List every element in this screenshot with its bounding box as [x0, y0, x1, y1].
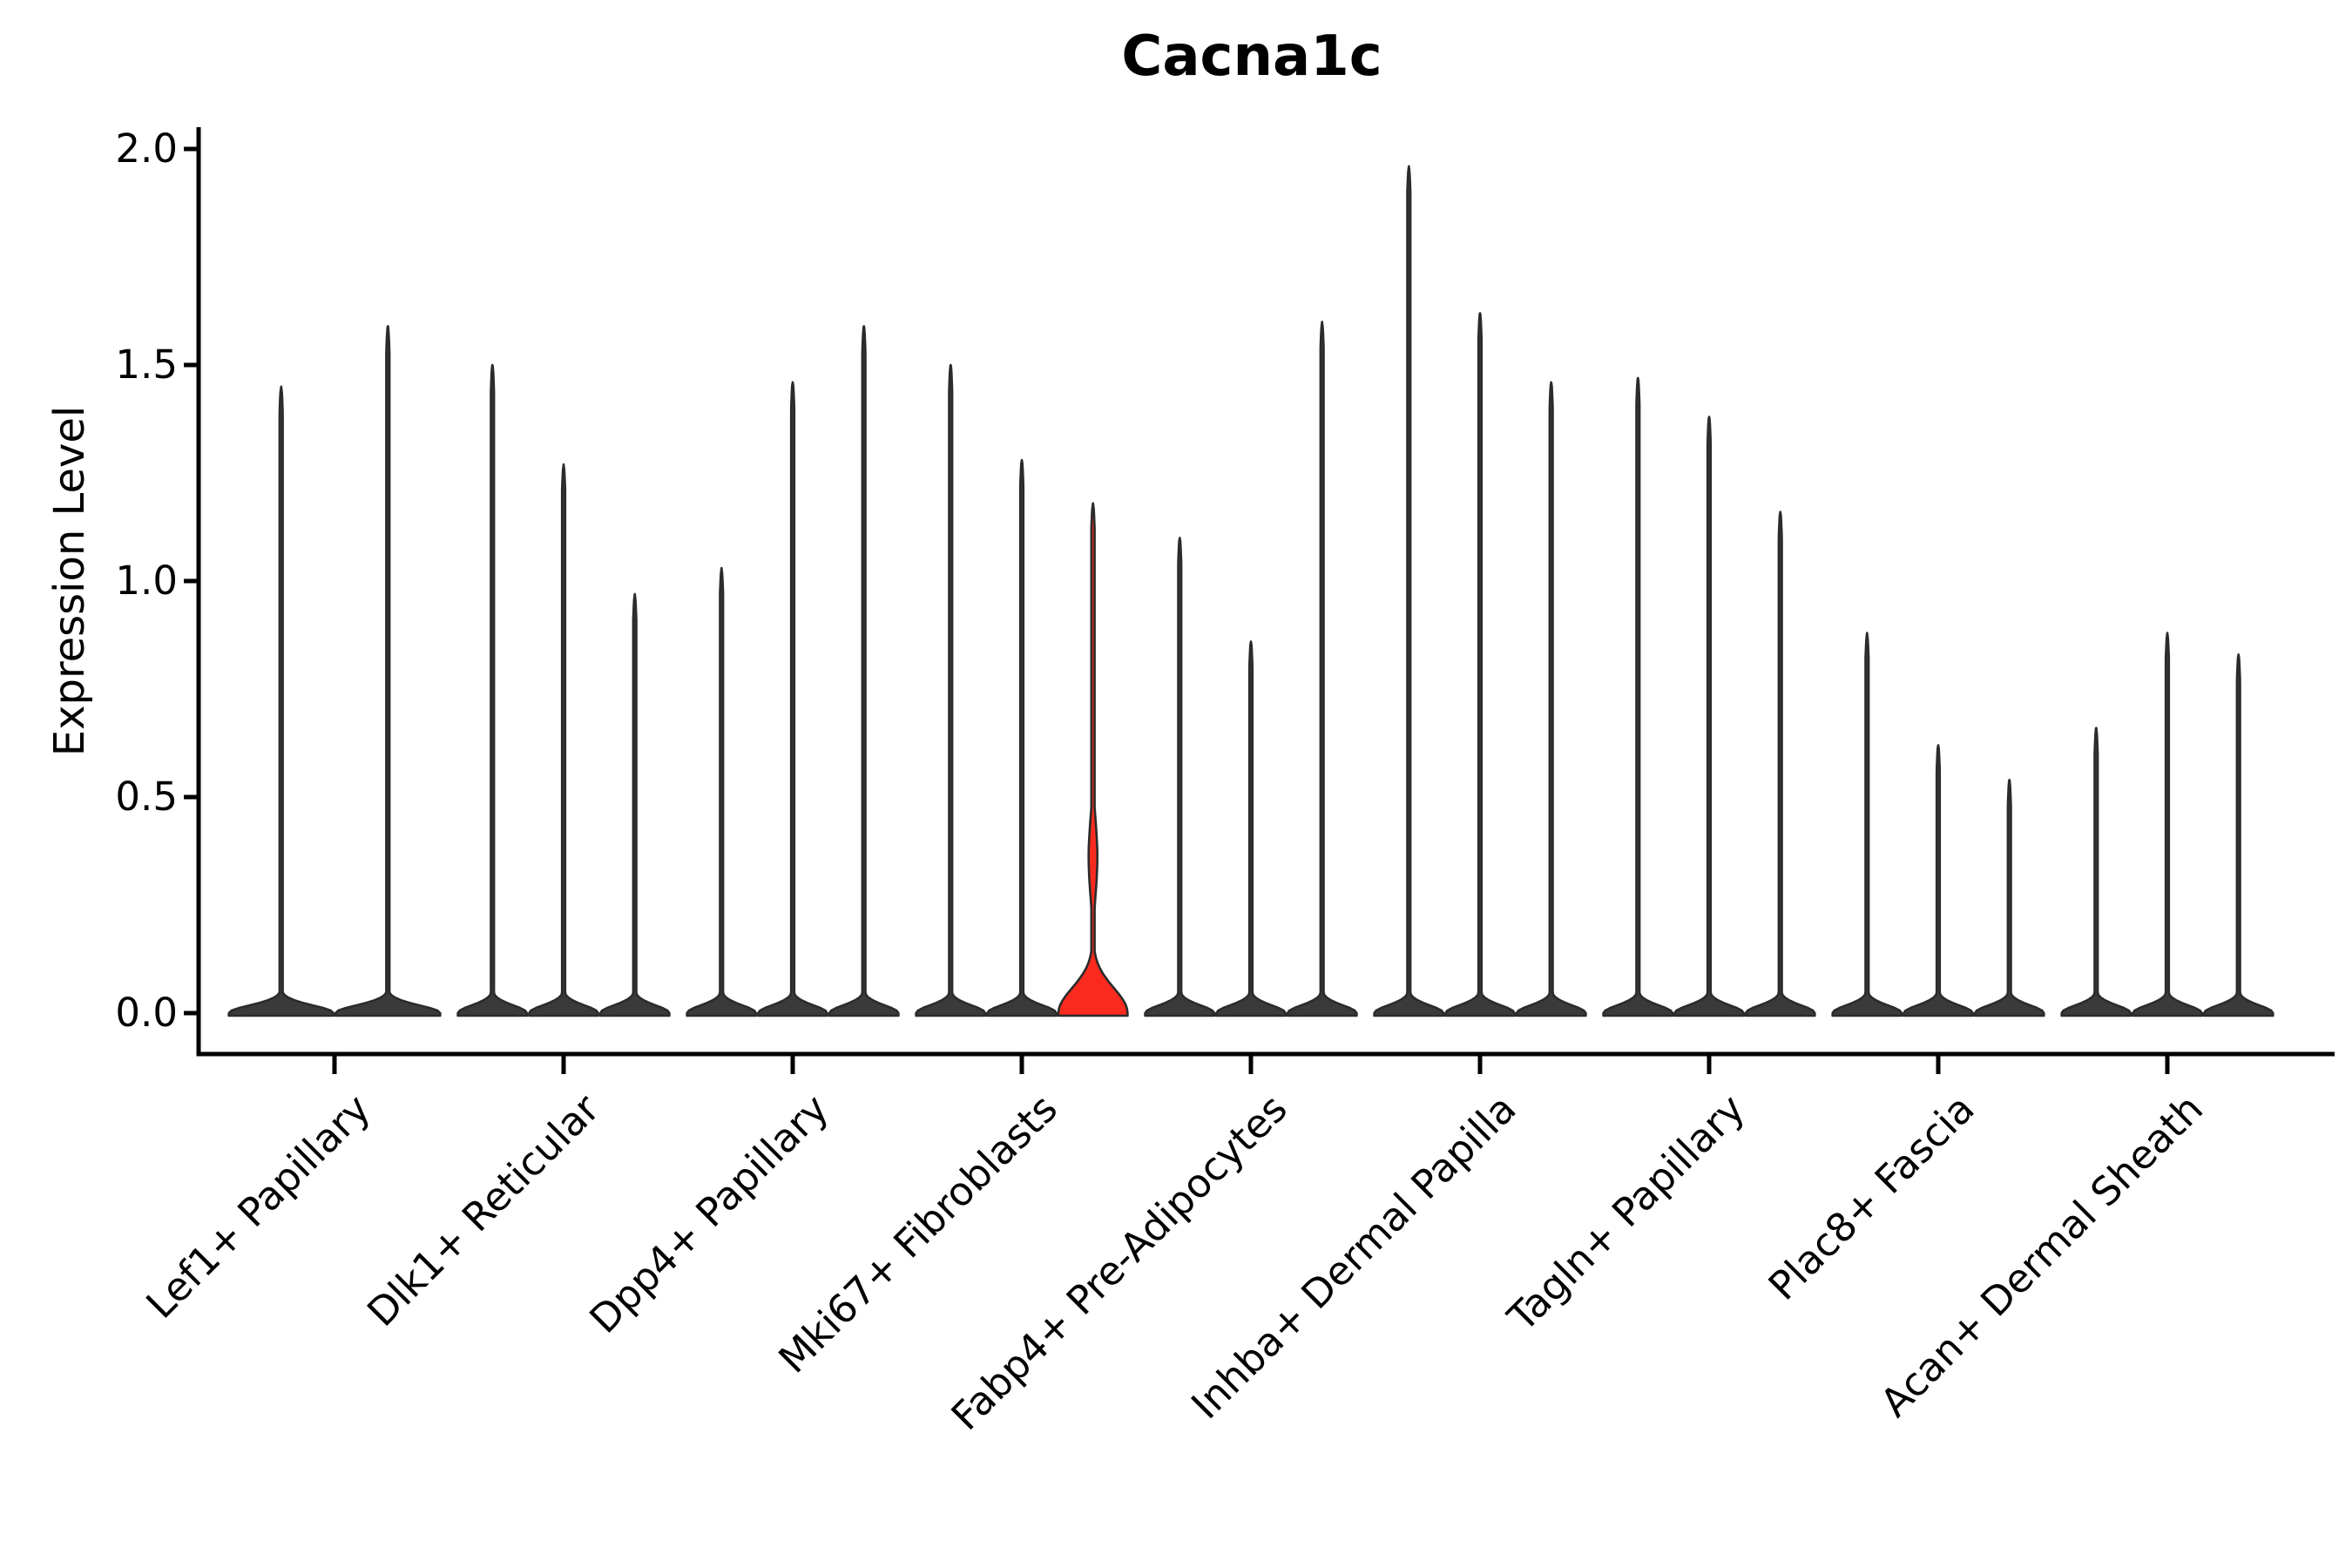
violin-4-1 — [1215, 640, 1287, 1017]
y-tick-label-1: 0.5 — [115, 774, 178, 820]
violin-3-1 — [986, 458, 1058, 1017]
violin-2-1 — [757, 381, 828, 1017]
violin-0-0 — [227, 385, 335, 1017]
violin-6-2 — [1744, 510, 1816, 1017]
violin-1-0 — [456, 363, 529, 1017]
violin-3-2-highlighted — [1057, 502, 1129, 1017]
violin-1-1 — [528, 463, 599, 1017]
violin-1-2 — [598, 592, 671, 1017]
violin-2-2 — [828, 325, 900, 1017]
violin-6-1 — [1673, 416, 1745, 1017]
violin-0-1 — [334, 325, 442, 1017]
y-tick-label-3: 1.5 — [115, 341, 178, 388]
violin-7-1 — [1903, 744, 1974, 1017]
violin-4-0 — [1144, 537, 1216, 1017]
violin-4-2 — [1286, 321, 1358, 1017]
violin-8-0 — [2060, 727, 2132, 1017]
y-tick-label-2: 1.0 — [115, 558, 178, 604]
violin-3-0 — [915, 363, 987, 1017]
violin-5-1 — [1444, 312, 1516, 1017]
violin-5-0 — [1373, 165, 1445, 1017]
plot-title: Cacna1c — [1121, 24, 1382, 89]
violin-2-0 — [686, 566, 758, 1017]
violin-6-0 — [1602, 376, 1674, 1017]
y-tick-label-4: 2.0 — [115, 125, 178, 172]
violin-7-2 — [1973, 778, 2045, 1017]
violin-8-1 — [2132, 632, 2203, 1017]
violin-7-0 — [1831, 632, 1903, 1017]
y-tick-label-0: 0.0 — [115, 990, 178, 1036]
violin-5-2 — [1515, 381, 1587, 1017]
violin-8-2 — [2202, 653, 2274, 1017]
